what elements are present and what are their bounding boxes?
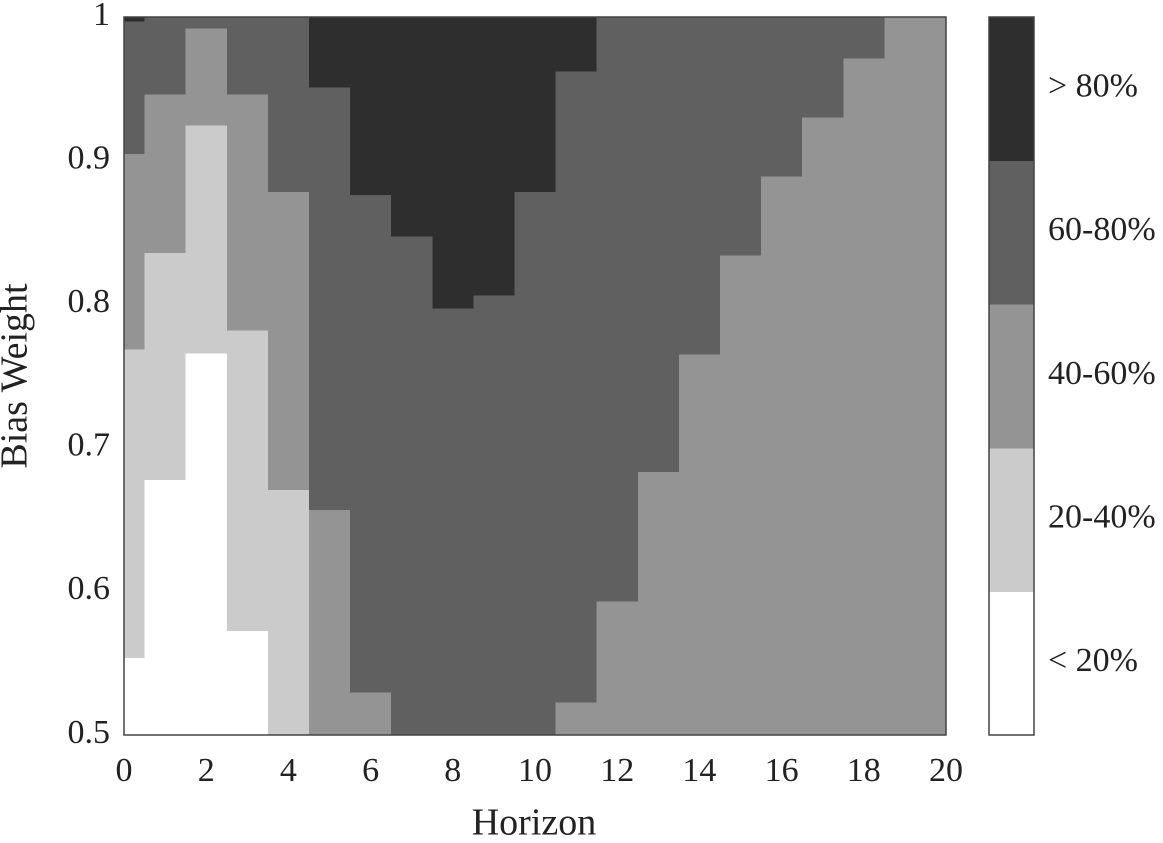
cell bbox=[843, 58, 885, 736]
cell bbox=[678, 354, 721, 736]
cell bbox=[719, 255, 762, 736]
cell bbox=[719, 17, 762, 256]
x-tick-label: 16 bbox=[765, 752, 799, 789]
cell bbox=[124, 348, 146, 659]
y-tick-label: 0.8 bbox=[68, 283, 111, 320]
cell bbox=[596, 601, 639, 736]
cell bbox=[391, 17, 433, 237]
cell bbox=[185, 353, 228, 736]
cell bbox=[350, 691, 392, 736]
y-tick-label: 0.7 bbox=[68, 427, 111, 464]
colorbar-frame bbox=[988, 16, 1035, 736]
colorbar-swatch bbox=[989, 304, 1034, 449]
cell bbox=[267, 17, 310, 193]
cell bbox=[884, 17, 927, 735]
cell bbox=[226, 94, 269, 331]
cell bbox=[761, 176, 803, 736]
cell bbox=[596, 17, 639, 602]
x-tick-label: 20 bbox=[929, 752, 963, 789]
cell bbox=[761, 17, 803, 177]
colorbar-label: < 20% bbox=[1048, 642, 1138, 679]
x-tick-label: 4 bbox=[280, 752, 297, 789]
cell bbox=[473, 295, 516, 736]
x-tick-label: 0 bbox=[116, 752, 133, 789]
colorbar-swatch bbox=[989, 17, 1034, 162]
cell bbox=[144, 94, 187, 254]
y-tick-label: 0.9 bbox=[68, 139, 111, 176]
x-tick-label: 18 bbox=[847, 752, 881, 789]
colorbar-swatch bbox=[989, 591, 1034, 736]
cell bbox=[432, 308, 474, 736]
cell bbox=[308, 509, 351, 736]
cell bbox=[144, 479, 187, 736]
cell bbox=[185, 28, 228, 126]
x-tick-label: 14 bbox=[682, 752, 716, 789]
cell bbox=[802, 117, 844, 736]
cell bbox=[185, 17, 228, 29]
cell bbox=[925, 17, 947, 735]
x-tick-label: 6 bbox=[362, 752, 379, 789]
colorbar-swatch bbox=[989, 447, 1034, 592]
x-tick-label: 2 bbox=[198, 752, 215, 789]
cell bbox=[144, 252, 187, 480]
cell bbox=[843, 17, 885, 59]
cell bbox=[350, 17, 392, 196]
cell bbox=[267, 192, 310, 491]
colorbar-label: > 80% bbox=[1048, 68, 1138, 105]
colorbar-label: 40-60% bbox=[1048, 355, 1156, 392]
colorbar-label: 60-80% bbox=[1048, 211, 1156, 248]
cell bbox=[226, 17, 269, 95]
cell bbox=[514, 17, 557, 193]
cell bbox=[124, 657, 146, 736]
cell bbox=[124, 21, 146, 155]
cell bbox=[226, 330, 269, 631]
cell bbox=[144, 17, 187, 95]
cell bbox=[555, 71, 598, 703]
y-tick-label: 1 bbox=[93, 0, 110, 33]
cell bbox=[308, 17, 351, 88]
cell bbox=[432, 17, 474, 309]
x-tick-label: 12 bbox=[600, 752, 634, 789]
plot-frame bbox=[123, 16, 947, 736]
cell bbox=[308, 87, 351, 511]
colorbar-swatch bbox=[989, 160, 1034, 305]
x-axis-label: Horizon bbox=[472, 802, 597, 843]
y-tick-label: 0.6 bbox=[68, 570, 111, 607]
cell bbox=[185, 124, 228, 354]
cell bbox=[555, 701, 598, 736]
cell bbox=[391, 236, 433, 736]
cell bbox=[267, 489, 310, 736]
colorbar-label: 20-40% bbox=[1048, 498, 1156, 535]
cell bbox=[473, 17, 516, 296]
x-tick-label: 8 bbox=[444, 752, 461, 789]
cell bbox=[802, 17, 844, 118]
cell bbox=[350, 195, 392, 693]
cell bbox=[124, 153, 146, 350]
cell bbox=[555, 17, 598, 72]
y-axis-label: Bias Weight bbox=[0, 283, 36, 469]
cell bbox=[678, 17, 721, 355]
cell bbox=[637, 472, 680, 736]
cell bbox=[226, 630, 269, 736]
cell bbox=[124, 17, 146, 22]
cell bbox=[514, 192, 557, 736]
x-tick-label: 10 bbox=[518, 752, 552, 789]
y-tick-label: 0.5 bbox=[68, 714, 111, 751]
cell bbox=[637, 17, 680, 473]
